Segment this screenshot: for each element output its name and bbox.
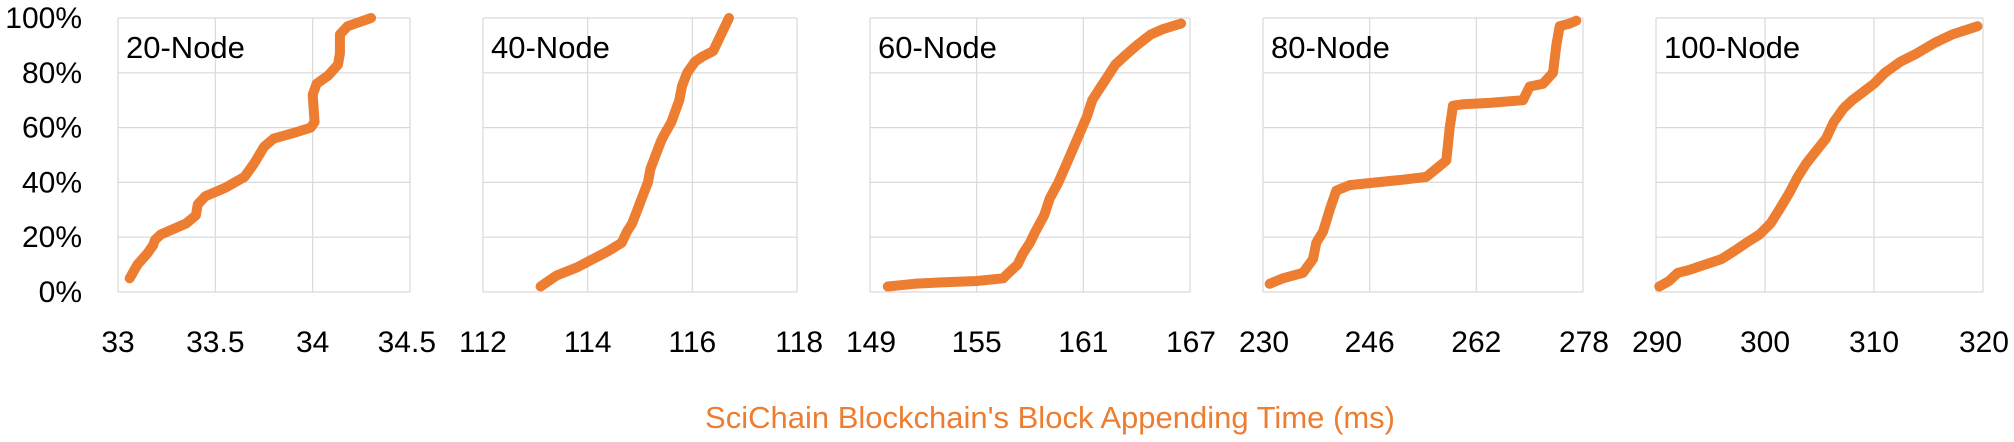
- x-tick-label: 290: [1632, 326, 1682, 359]
- x-tick-label: 320: [1959, 326, 2009, 359]
- x-axis-label: SciChain Blockchain's Block Appending Ti…: [705, 400, 1395, 435]
- series-line-20-node: [124, 13, 377, 284]
- x-tick-label: 278: [1559, 326, 1609, 359]
- y-tick-label: 80%: [22, 57, 82, 90]
- x-tick-label: 149: [846, 326, 896, 359]
- panel-20-node: 33 33.5 34 34.5 20-Node: [101, 13, 436, 359]
- panel-100-node: 290 300 310 320 100-Node: [1632, 17, 2009, 359]
- y-tick-label: 100%: [5, 2, 82, 35]
- series-line-100-node: [1654, 21, 1983, 292]
- x-tick-label: 34: [296, 326, 329, 359]
- x-tick-label: 262: [1451, 326, 1501, 359]
- x-tick-label: 34.5: [378, 326, 436, 359]
- series-line-40-node: [535, 13, 734, 292]
- series-line-60-node: [882, 18, 1187, 292]
- series-line-80-node: [1264, 15, 1582, 289]
- panel-title: 60-Node: [878, 30, 997, 65]
- panel-80-node: 230 246 262 278 80-Node: [1239, 15, 1609, 359]
- panel-title: 20-Node: [126, 30, 245, 65]
- panel-40-node: 112 114 116 118 40-Node: [459, 13, 823, 359]
- x-tick-label: 118: [775, 326, 823, 359]
- x-tick-label: 155: [952, 326, 1002, 359]
- y-tick-label: 0%: [39, 276, 82, 309]
- y-tick-label: 60%: [22, 112, 82, 145]
- panel-title: 100-Node: [1664, 30, 1800, 65]
- panel-title: 80-Node: [1271, 30, 1390, 65]
- x-tick-label: 246: [1345, 326, 1395, 359]
- panel-title: 40-Node: [491, 30, 610, 65]
- x-tick-label: 33.5: [186, 326, 244, 359]
- y-tick-label: 20%: [22, 221, 82, 254]
- y-tick-label: 40%: [22, 166, 82, 199]
- x-tick-label: 300: [1740, 326, 1790, 359]
- x-tick-label: 167: [1166, 326, 1216, 359]
- x-tick-label: 114: [564, 326, 612, 359]
- x-tick-label: 161: [1058, 326, 1108, 359]
- x-tick-label: 112: [459, 326, 507, 359]
- x-tick-label: 310: [1849, 326, 1899, 359]
- x-tick-label: 230: [1239, 326, 1289, 359]
- x-tick-label: 116: [668, 326, 716, 359]
- panel-60-node: 149 155 161 167 60-Node: [846, 17, 1216, 359]
- x-tick-label: 33: [101, 326, 134, 359]
